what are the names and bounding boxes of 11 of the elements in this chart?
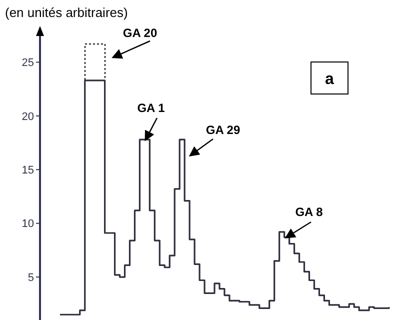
y-tick-label: 5 — [28, 272, 34, 284]
y-tick-label: 20 — [22, 110, 34, 123]
y-tick-label: 25 — [22, 57, 34, 70]
y-tick-label: 10 — [22, 218, 34, 230]
annotation: GA 8 — [295, 205, 324, 219]
y-tick-label: 15 — [22, 164, 34, 177]
annotation: a — [325, 71, 334, 88]
annotation: GA 29 — [206, 123, 240, 137]
annotation: GA 20 — [122, 26, 158, 40]
annotation: GA 1 — [137, 101, 166, 115]
y-axis-title: (en unités arbitraires) — [5, 5, 128, 20]
